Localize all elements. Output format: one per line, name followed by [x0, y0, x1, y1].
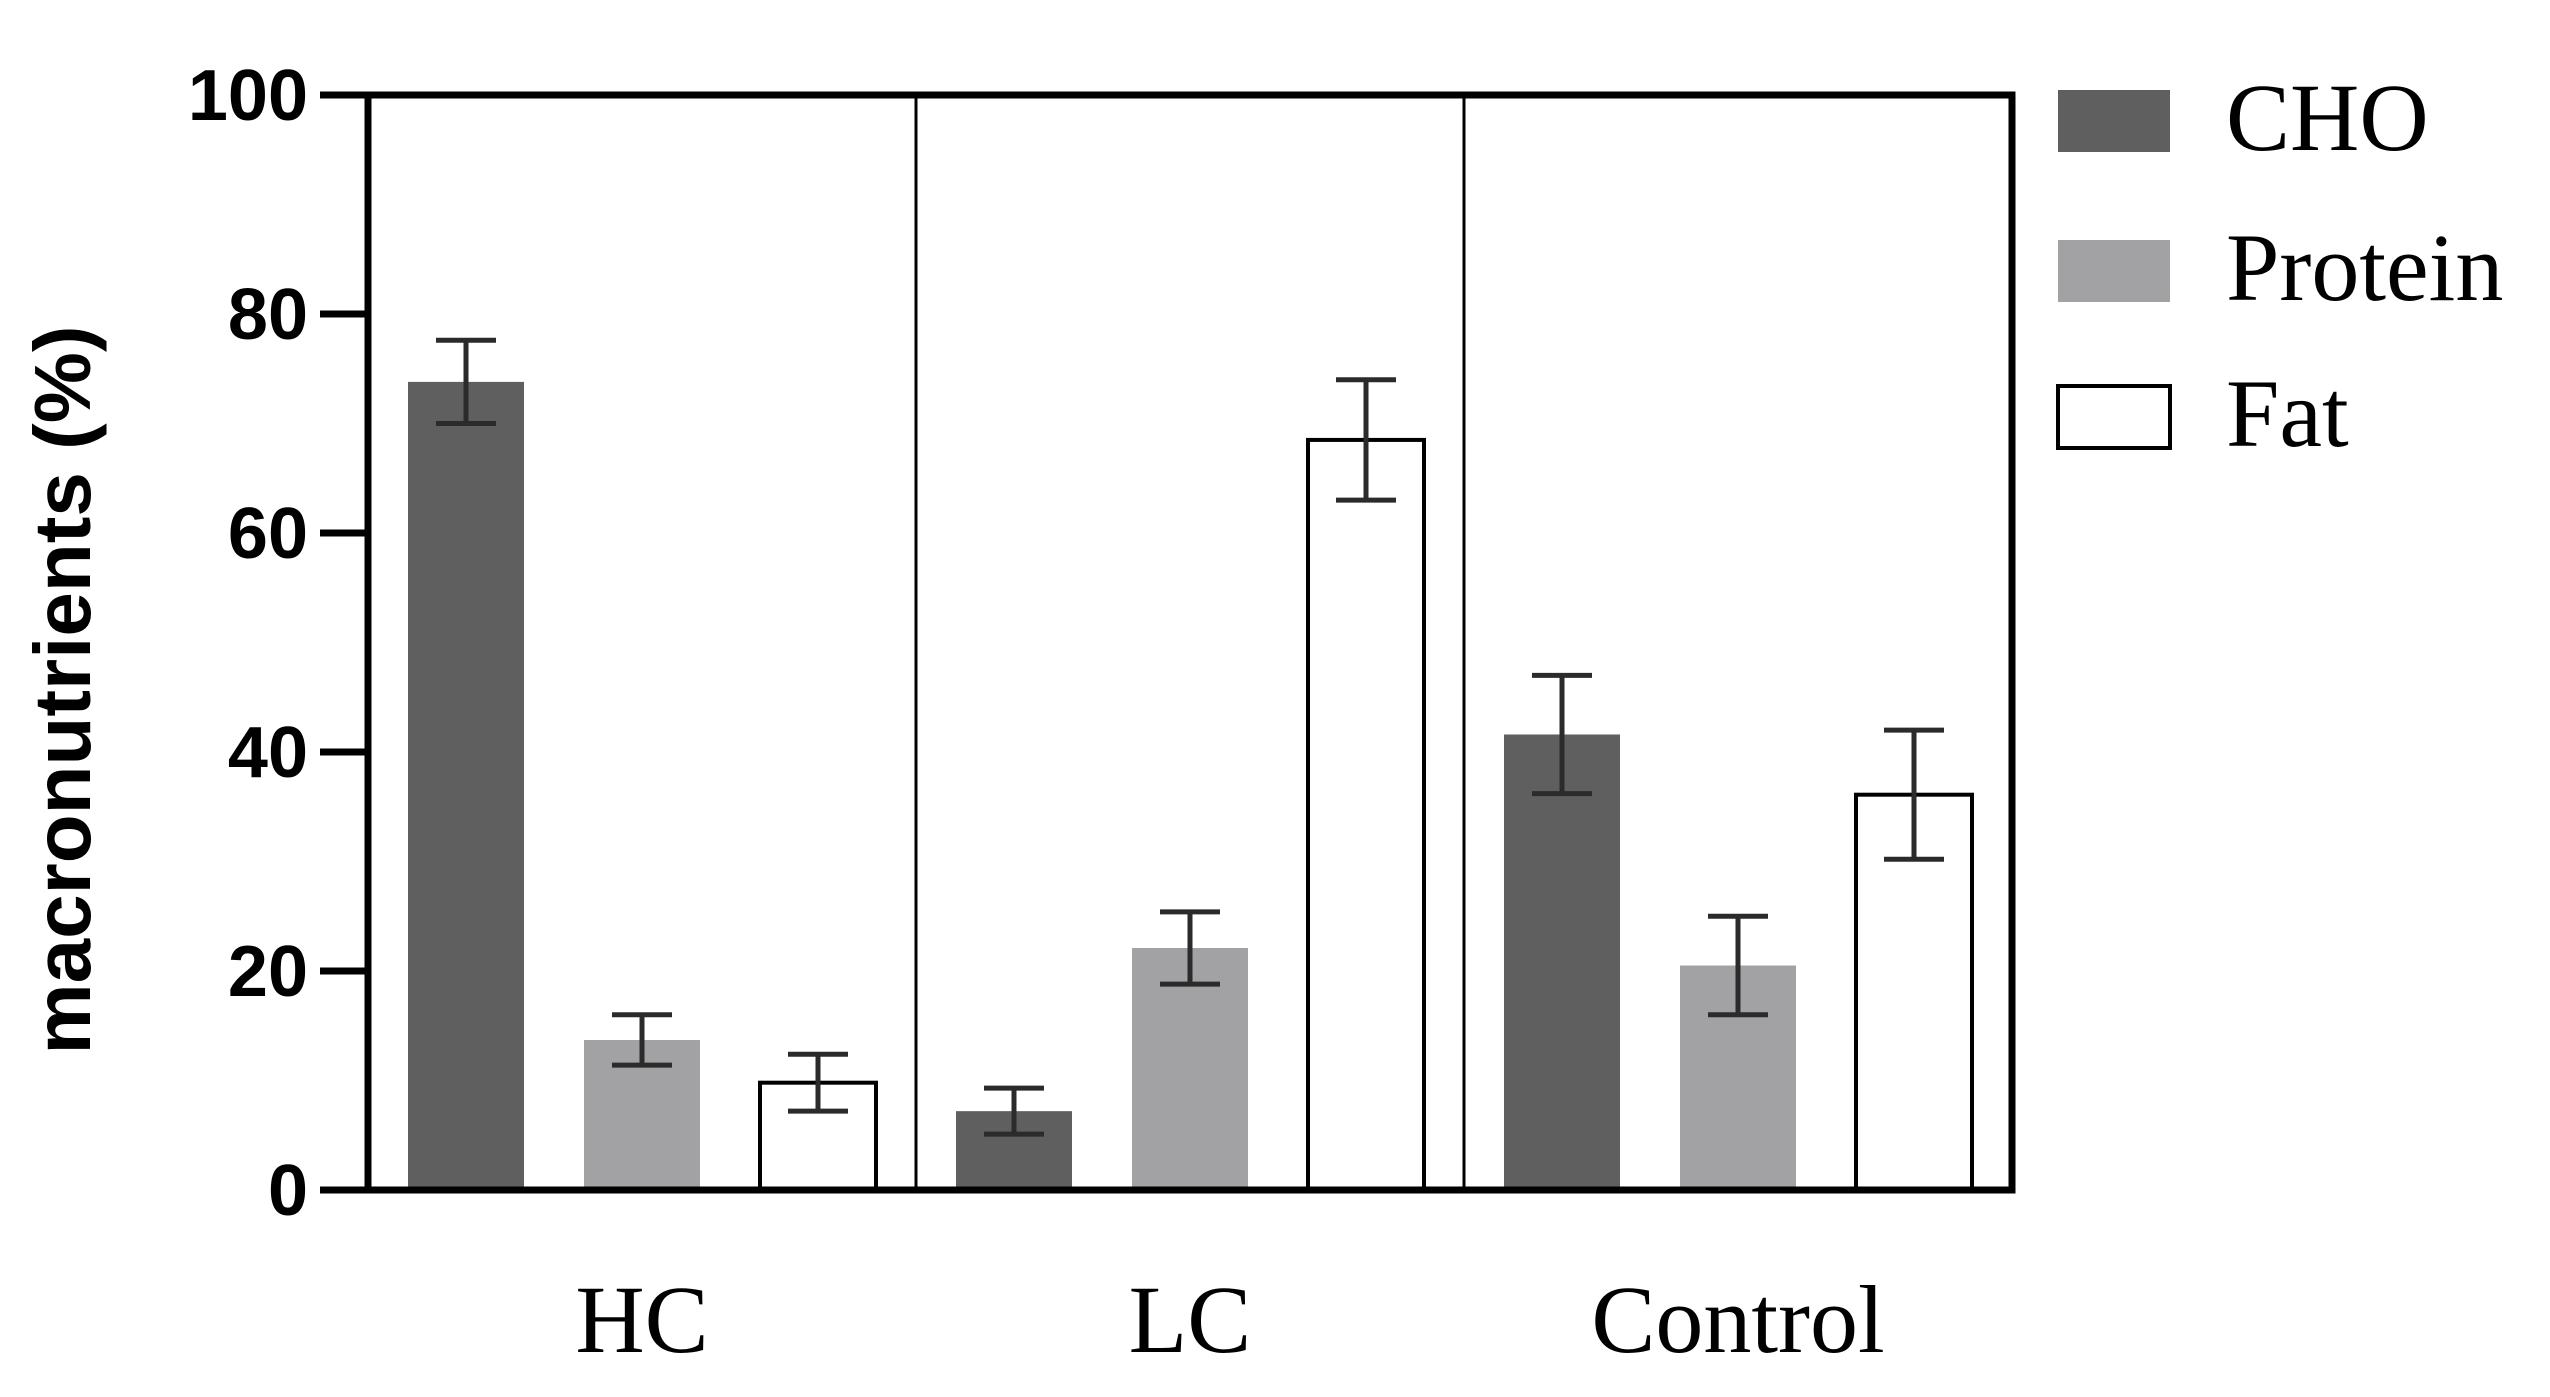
x-axis-categories: HC LC Control [575, 1266, 1884, 1373]
legend-label-protein: Protein [2226, 214, 2503, 321]
x-category-label-lc: LC [1129, 1266, 1252, 1373]
legend-label-fat: Fat [2226, 360, 2349, 467]
error-bars-layer [436, 337, 1944, 1137]
error-bar-hc-cho [436, 337, 496, 426]
y-tick-label: 100 [188, 56, 308, 136]
error-bar-control-protein [1708, 913, 1768, 1018]
error-bar-lc-protein [1160, 909, 1220, 987]
plot-border [364, 91, 2016, 1194]
bar-lc-protein [1132, 948, 1248, 1190]
y-tick-label: 20 [228, 932, 308, 1012]
bar-hc-cho [408, 381, 524, 1190]
error-bar-hc-protein [612, 1012, 672, 1068]
legend-item-fat: Fat [2056, 360, 2349, 467]
y-axis-label: macronutrients (%) [18, 326, 107, 1055]
error-bar-control-fat [1884, 727, 1944, 862]
y-tick-label: 80 [228, 275, 308, 355]
error-bar-hc-fat [788, 1051, 848, 1114]
legend-label-cho: CHO [2226, 64, 2429, 171]
legend-swatch-cho [2058, 90, 2170, 152]
bar-lc-fat [1306, 437, 1426, 1192]
error-bar-control-cho [1532, 672, 1592, 797]
legend: CHO Protein Fat [2056, 64, 2503, 467]
bars-layer [408, 381, 1974, 1193]
y-tick-label: 40 [228, 713, 308, 793]
y-axis-ticks: 0 20 40 60 80 100 [188, 56, 368, 1231]
error-bar-lc-fat [1336, 377, 1396, 503]
x-category-label-hc: HC [575, 1266, 708, 1373]
legend-item-protein: Protein [2058, 214, 2503, 321]
legend-item-cho: CHO [2058, 64, 2429, 171]
y-tick-label: 60 [228, 494, 308, 574]
plot-frame [364, 91, 2016, 1194]
legend-swatch-protein [2058, 240, 2170, 302]
y-axis-title: macronutrients (%) [18, 326, 107, 1055]
error-bar-lc-cho [984, 1085, 1044, 1137]
y-tick-label: 0 [268, 1151, 308, 1231]
legend-swatch-fat [2056, 384, 2172, 450]
x-category-label-control: Control [1591, 1266, 1884, 1373]
bar-control-cho [1504, 734, 1620, 1190]
